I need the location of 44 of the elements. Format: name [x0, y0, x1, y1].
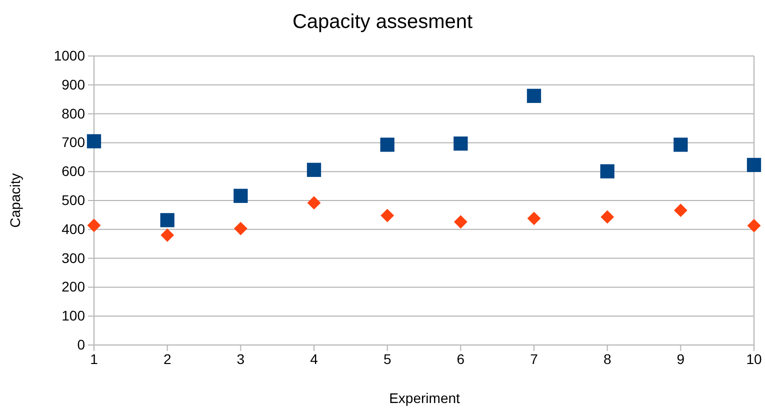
point: [86, 134, 102, 148]
y-tick-label: 700: [62, 134, 86, 150]
y-tick-label: 600: [62, 163, 86, 180]
point: [234, 188, 248, 203]
y-tick-label: 0: [77, 336, 86, 352]
x-tick-label: 4: [310, 350, 318, 367]
point: [380, 138, 394, 152]
x-tick-label: 10: [746, 350, 762, 367]
x-tick-label: 3: [236, 350, 245, 367]
y-tick-label: 900: [62, 76, 86, 92]
y-tick-label: 400: [62, 220, 86, 237]
point: [454, 136, 468, 151]
point: [600, 164, 614, 178]
x-tick-label: 1: [90, 350, 98, 367]
y-tick-label: 800: [62, 105, 86, 122]
point: [160, 213, 174, 228]
y-tick-label: 200: [62, 278, 86, 295]
x-tick-label: 6: [456, 350, 465, 367]
point: [454, 215, 468, 229]
point: [307, 196, 321, 210]
point: [526, 88, 542, 103]
x-tick-label: 8: [603, 350, 612, 367]
point: [527, 212, 541, 226]
y-tick-label: 100: [62, 308, 86, 324]
point: [234, 222, 248, 236]
point: [87, 218, 101, 232]
x-tick-label: 5: [383, 350, 392, 367]
y-tick-label: 500: [62, 192, 86, 208]
chart-title: Capacity assesment: [292, 11, 473, 33]
y-axis-title: Capacity: [7, 173, 23, 228]
point: [380, 208, 394, 222]
point: [746, 158, 762, 172]
y-tick-label: 1000: [54, 47, 86, 64]
x-tick-label: 2: [163, 350, 172, 367]
point: [747, 218, 761, 232]
point: [306, 162, 322, 177]
point: [600, 210, 614, 224]
point: [674, 204, 688, 218]
x-tick-label: 9: [676, 350, 685, 367]
y-tick-label: 300: [62, 250, 86, 266]
x-axis-title: Experiment: [389, 390, 460, 406]
x-tick-label: 7: [530, 350, 538, 367]
point: [674, 138, 688, 152]
point: [160, 228, 174, 242]
